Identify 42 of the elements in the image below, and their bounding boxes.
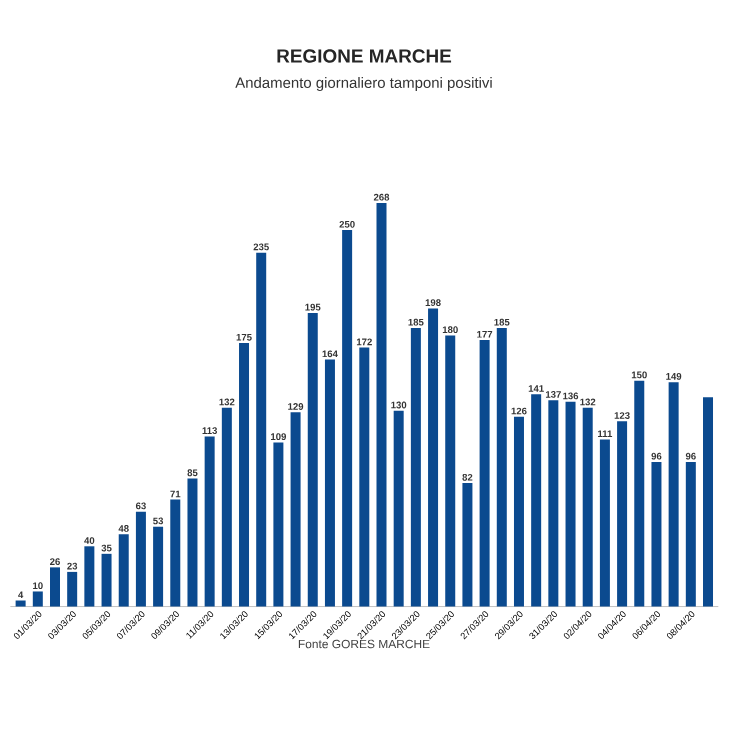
bar — [170, 499, 181, 607]
bar — [256, 252, 267, 607]
bar — [410, 327, 421, 607]
bar — [651, 461, 662, 607]
bar — [204, 436, 215, 607]
bar — [101, 553, 112, 607]
bar — [359, 347, 370, 607]
bar — [393, 410, 404, 607]
bar — [67, 571, 78, 607]
bar — [685, 461, 696, 607]
bar — [548, 400, 559, 607]
bar — [84, 546, 95, 607]
bar — [428, 308, 439, 607]
bar — [135, 511, 146, 607]
bar — [32, 591, 43, 607]
bar — [496, 327, 507, 607]
chart-title: REGIONE MARCHE — [277, 49, 452, 63]
bar — [221, 407, 232, 607]
bar — [462, 483, 473, 607]
bar — [307, 312, 318, 607]
bar — [153, 526, 164, 607]
bar — [290, 412, 301, 607]
bar — [565, 401, 576, 607]
bar — [582, 407, 593, 607]
bar — [187, 478, 198, 607]
bar — [239, 343, 250, 607]
bar — [445, 335, 456, 607]
bar — [617, 421, 628, 607]
bar — [531, 394, 542, 607]
bar — [273, 442, 284, 607]
bar — [376, 202, 387, 607]
bar — [703, 397, 714, 607]
bar — [479, 340, 490, 607]
bar — [118, 534, 129, 607]
bar — [342, 230, 353, 607]
bar — [513, 416, 524, 607]
bar — [49, 567, 60, 607]
bar — [634, 380, 645, 607]
bar — [599, 439, 610, 607]
bar — [15, 600, 26, 607]
bar — [668, 382, 679, 607]
bar — [324, 359, 335, 607]
